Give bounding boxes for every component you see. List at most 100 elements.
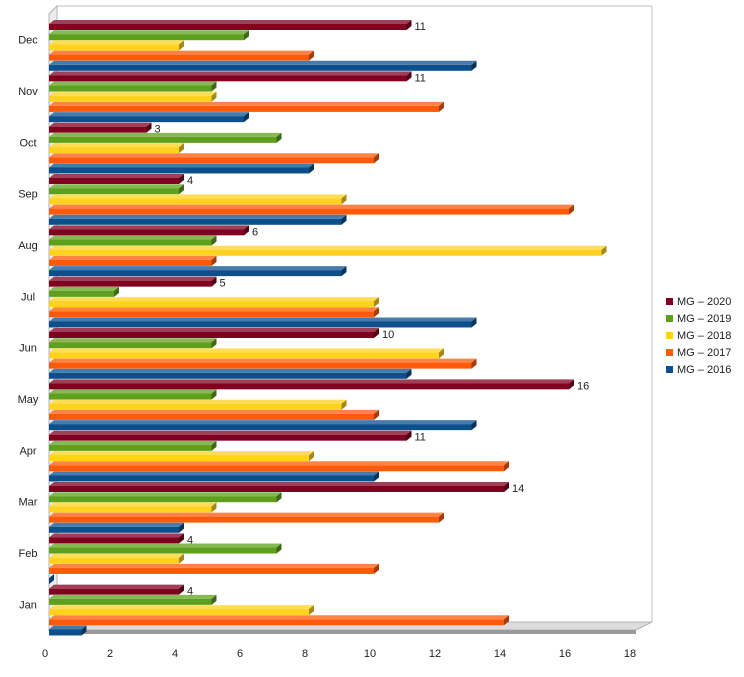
bar-end-face bbox=[471, 60, 477, 71]
bar bbox=[49, 430, 412, 441]
bar-front-face bbox=[49, 372, 407, 379]
bar-front-face bbox=[49, 178, 179, 184]
bar bbox=[49, 409, 379, 420]
bar-front-face bbox=[49, 321, 472, 328]
bar-front-face bbox=[49, 44, 179, 51]
bar-top-face bbox=[49, 60, 477, 65]
bar-front-face bbox=[49, 352, 439, 359]
bar-top-face bbox=[49, 358, 477, 363]
bar-front-face bbox=[49, 567, 374, 574]
bar-front-face bbox=[49, 280, 212, 287]
bar-end-face bbox=[439, 512, 444, 523]
x-tick-label: 14 bbox=[494, 648, 506, 660]
bar-end-face bbox=[244, 225, 249, 236]
bar-front-face bbox=[49, 239, 212, 246]
y-tick-label: Apr bbox=[19, 445, 36, 457]
bar-top-face bbox=[49, 512, 444, 517]
bar bbox=[49, 235, 217, 246]
bar-front-face bbox=[49, 116, 244, 123]
data-label: 14 bbox=[512, 483, 524, 495]
bar-front-face bbox=[49, 34, 244, 41]
bar-end-face bbox=[504, 461, 509, 472]
bar-end-face bbox=[211, 81, 217, 92]
bar bbox=[49, 338, 217, 349]
bar-end-face bbox=[439, 348, 444, 359]
bar-end-face bbox=[211, 502, 217, 513]
bar-top-face bbox=[49, 276, 217, 281]
bar-top-face bbox=[49, 255, 217, 260]
bar-top-face bbox=[49, 533, 184, 538]
bar-end-face bbox=[211, 594, 217, 605]
y-tick-label: Jul bbox=[21, 291, 35, 303]
bar bbox=[49, 368, 412, 379]
bar-end-face bbox=[179, 584, 184, 595]
data-label: 3 bbox=[155, 124, 161, 136]
bar-front-face bbox=[49, 444, 212, 451]
bar bbox=[49, 328, 379, 338]
floor-front-edge bbox=[49, 630, 636, 634]
bar-top-face bbox=[49, 482, 509, 486]
bar bbox=[49, 615, 509, 626]
bar-front-face bbox=[49, 218, 342, 225]
y-tick-label: Mar bbox=[19, 497, 38, 509]
bar-front-face bbox=[49, 311, 374, 318]
bar-front-face bbox=[49, 619, 504, 626]
y-tick-label: Aug bbox=[18, 240, 38, 252]
bar bbox=[49, 132, 282, 143]
bar-top-face bbox=[49, 235, 217, 240]
data-label: 6 bbox=[252, 226, 258, 238]
bar-end-face bbox=[179, 184, 184, 195]
bar-front-face bbox=[49, 393, 212, 400]
bar-end-face bbox=[146, 122, 152, 133]
bar-top-face bbox=[49, 625, 87, 630]
legend-label: MG – 2018 bbox=[677, 330, 731, 342]
bar-end-face bbox=[276, 543, 282, 554]
y-tick-label: Jan bbox=[19, 599, 37, 611]
bar bbox=[49, 122, 152, 133]
bar bbox=[49, 605, 314, 616]
bar-end-face bbox=[309, 50, 314, 61]
bar-end-face bbox=[276, 132, 282, 143]
bar bbox=[49, 389, 217, 400]
bar-top-face bbox=[49, 522, 184, 527]
bar bbox=[49, 204, 574, 215]
bar bbox=[49, 543, 282, 554]
bar-top-face bbox=[49, 266, 347, 271]
bar-top-face bbox=[49, 307, 379, 312]
bar-top-face bbox=[49, 543, 282, 548]
bar-top-face bbox=[49, 317, 477, 322]
bar bbox=[49, 81, 217, 92]
bar-front-face bbox=[49, 167, 309, 174]
x-tick-label: 16 bbox=[559, 648, 571, 660]
bar bbox=[49, 71, 412, 82]
y-tick-label: Oct bbox=[19, 137, 36, 149]
bar-front-face bbox=[49, 516, 439, 523]
bar-top-face bbox=[49, 399, 347, 404]
bar-front-face bbox=[49, 475, 374, 482]
x-tick-label: 4 bbox=[172, 648, 178, 660]
bar bbox=[49, 112, 249, 123]
bar bbox=[49, 297, 379, 308]
bar bbox=[49, 594, 217, 605]
bar-front-face bbox=[49, 413, 374, 420]
bar-end-face bbox=[114, 286, 119, 297]
x-tick-label: 6 bbox=[237, 648, 243, 660]
data-label: 11 bbox=[415, 432, 426, 444]
bar-end-face bbox=[211, 276, 217, 287]
bar-front-face bbox=[49, 301, 374, 308]
data-label: 11 bbox=[415, 21, 426, 33]
bar-end-face bbox=[81, 625, 87, 636]
bar bbox=[49, 153, 379, 164]
bar bbox=[49, 276, 217, 287]
bar bbox=[49, 553, 184, 564]
bar-front-face bbox=[49, 362, 472, 369]
bar-end-face bbox=[374, 563, 379, 574]
bar-end-face bbox=[179, 143, 184, 154]
legend-label: MG – 2019 bbox=[677, 313, 731, 325]
bar-end-face bbox=[569, 379, 574, 390]
bar-end-face bbox=[179, 174, 184, 184]
bar-front-face bbox=[49, 403, 342, 410]
bar-front-face bbox=[49, 126, 147, 133]
legend-swatch bbox=[666, 315, 673, 322]
